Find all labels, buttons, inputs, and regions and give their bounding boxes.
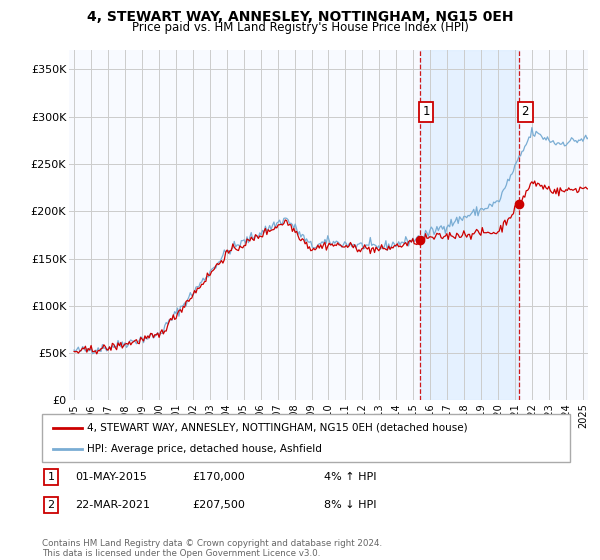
Text: 8% ↓ HPI: 8% ↓ HPI [324, 500, 377, 510]
Bar [420, 50, 519, 400]
Text: £207,500: £207,500 [192, 500, 245, 510]
Text: HPI: Average price, detached house, Ashfield: HPI: Average price, detached house, Ashf… [87, 444, 322, 454]
Text: 4, STEWART WAY, ANNESLEY, NOTTINGHAM, NG15 0EH (detached house): 4, STEWART WAY, ANNESLEY, NOTTINGHAM, NG… [87, 423, 467, 433]
Text: 2: 2 [521, 105, 529, 118]
Text: Price paid vs. HM Land Registry's House Price Index (HPI): Price paid vs. HM Land Registry's House … [131, 21, 469, 34]
Text: 1: 1 [47, 472, 55, 482]
Text: 22-MAR-2021: 22-MAR-2021 [75, 500, 150, 510]
Text: Contains HM Land Registry data © Crown copyright and database right 2024.
This d: Contains HM Land Registry data © Crown c… [42, 539, 382, 558]
Text: 4, STEWART WAY, ANNESLEY, NOTTINGHAM, NG15 0EH: 4, STEWART WAY, ANNESLEY, NOTTINGHAM, NG… [87, 10, 513, 24]
Text: £170,000: £170,000 [192, 472, 245, 482]
Text: 01-MAY-2015: 01-MAY-2015 [75, 472, 147, 482]
Text: 4% ↑ HPI: 4% ↑ HPI [324, 472, 377, 482]
Text: 2: 2 [47, 500, 55, 510]
FancyBboxPatch shape [42, 414, 570, 462]
Text: 1: 1 [422, 105, 430, 118]
